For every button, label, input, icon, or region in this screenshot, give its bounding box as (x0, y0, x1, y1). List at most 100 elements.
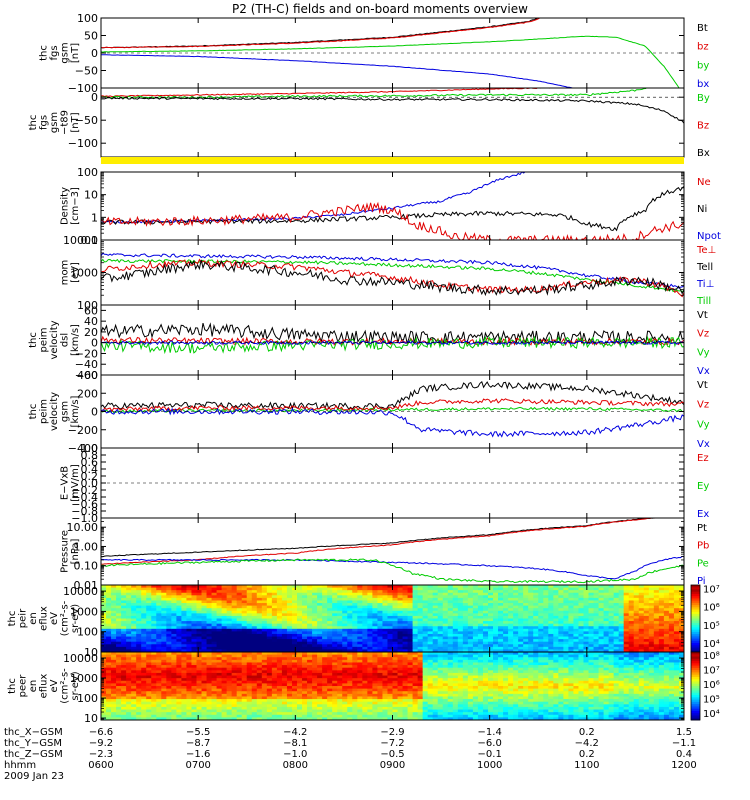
panel-frame (100, 239, 685, 306)
y-axis-label: mom [eV] (60, 260, 82, 286)
y-axis-label: thc peim velocity gsm [km/s] (28, 392, 81, 431)
y-label-line: en (28, 612, 39, 625)
x-row-label: thc_Z−GSM (4, 749, 63, 760)
series-line-Vy (101, 406, 684, 414)
y-label-line: eV (49, 612, 60, 625)
colorbar-tick-label: 10⁷ (703, 665, 720, 676)
y-tick-label: 0 (91, 91, 98, 104)
x-tick-label: 0900 (380, 760, 405, 771)
y-label-line: peir (18, 608, 29, 628)
y-tick-label: 400 (77, 369, 98, 382)
y-tick-label: 1 (91, 211, 98, 224)
series-line-bz (101, 18, 542, 49)
y-tick-label: 1000 (70, 267, 98, 280)
series-group (101, 380, 684, 438)
colorbar: 10⁷ 10⁶ 10⁵ 10⁴ (690, 585, 720, 653)
chart-title: P2 (TH-C) fields and on-board moments ov… (232, 2, 528, 16)
x-tick-label: −1.6 (186, 749, 210, 760)
legend-entry: Pe (697, 558, 709, 569)
legend-entry: By (697, 93, 710, 104)
y-label-line: gsm (49, 112, 60, 133)
legend: By Bz Bx (697, 93, 710, 159)
x-tick-label: −2.9 (380, 727, 404, 738)
y-tick-label: 60 (84, 304, 98, 317)
y-label-line: peer (18, 674, 29, 698)
legend-entry: by (697, 60, 709, 71)
y-tick-label: 1000 (70, 605, 98, 618)
y-tick-label: 10 (84, 712, 98, 725)
y-label-line: mom (60, 260, 71, 286)
y-label-line: [eV] (70, 262, 81, 283)
y-tick-label: 100 (77, 166, 98, 179)
y-label-line: peim (39, 327, 50, 352)
legend: Ne Ni Npot (697, 177, 721, 242)
y-label-line: en (28, 680, 39, 693)
y-tick-label: −0.8 (71, 505, 98, 518)
legend-entry: Vy (697, 347, 710, 358)
series-line-bx (101, 54, 575, 88)
x-tick-label: −0.1 (478, 749, 502, 760)
legend-entry: Ni (697, 204, 707, 215)
series-group (101, 518, 684, 584)
panel-frame (100, 171, 685, 241)
series-group (101, 252, 684, 298)
y-tick-label: 0 (91, 47, 98, 60)
legend-entry: Bt (697, 23, 708, 34)
y-tick-label: 1.0 (81, 442, 99, 455)
legend-entry: Vx (697, 366, 710, 377)
y-label-line: velocity (49, 392, 60, 431)
panel-7: 1.00.80.60.40.20.0−0.2−0.4−0.6−0.8−1.0E−… (60, 442, 710, 525)
y-axis-label: thc peim velocity dsl [km/s] (28, 320, 81, 359)
x-tick-label: −7.2 (380, 738, 404, 749)
x-tick-label: −6.6 (89, 727, 113, 738)
panel-2: 0 −50 −100 thc fgs gsm −t89 [nT] By Bz Bx (28, 87, 710, 159)
y-tick-label: −200 (68, 424, 98, 437)
series-line-Tell (101, 259, 684, 297)
series-line-Vt (101, 380, 684, 411)
y-tick-label: 10000 (63, 234, 98, 247)
x-tick-label: 1000 (477, 760, 502, 771)
y-tick-label: 0.8 (81, 449, 99, 462)
y-tick-label: 0 (91, 337, 98, 350)
legend-entry: Ti⊥ (696, 279, 714, 290)
y-tick-label: −20 (75, 348, 98, 361)
x-tick-label: −1.4 (478, 727, 502, 738)
y-tick-label: 0.01 (74, 579, 99, 592)
y-label-line: sr-eV) (70, 671, 81, 700)
legend-entry: Ex (697, 509, 709, 520)
y-tick-label: 40 (84, 315, 98, 328)
y-tick-label: 20 (84, 326, 98, 339)
series-line-Vz (101, 398, 684, 413)
y-tick-label: 10 (84, 646, 98, 659)
y-label-line: gsm (60, 401, 71, 422)
legend: Bt bz by bx (697, 23, 709, 90)
y-tick-label: 0.6 (81, 456, 99, 469)
legend: Ez Ey Ex (697, 453, 709, 520)
colorbar-tick-label: 10⁴ (703, 639, 720, 650)
x-row-label: thc_Y−GSM (4, 738, 62, 749)
series-line-Pe (101, 558, 684, 584)
legend-entry: Tell (696, 262, 713, 273)
y-tick-label: −0.2 (71, 484, 98, 497)
y-label-line: [cm−3] (70, 187, 81, 225)
colorbar-tick-label: 10⁶ (703, 603, 720, 614)
y-label-line: dsl (60, 333, 71, 347)
y-tick-label: −0.6 (71, 498, 98, 511)
y-axis-label: thc peer en eflux eV (cm²-s-sr-eV) (7, 668, 81, 704)
y-label-line: [km/s] (70, 324, 81, 356)
y-tick-label: 10.00 (67, 521, 99, 534)
y-tick-label: −100 (68, 82, 98, 95)
legend-entry: Ne (697, 177, 711, 188)
series-line-by (101, 35, 680, 88)
y-tick-label: −60 (75, 369, 98, 382)
y-tick-label: 200 (77, 387, 98, 400)
y-label-line: thc (28, 115, 39, 131)
panel-3: 100 10 1 0.1 Density [cm−3] Ne Ni Npot (60, 166, 721, 247)
x-tick-label: −4.2 (283, 727, 307, 738)
y-label-line: thc (39, 45, 50, 61)
x-tick-label: −4.2 (575, 738, 599, 749)
y-label-line: fgs (39, 115, 50, 130)
